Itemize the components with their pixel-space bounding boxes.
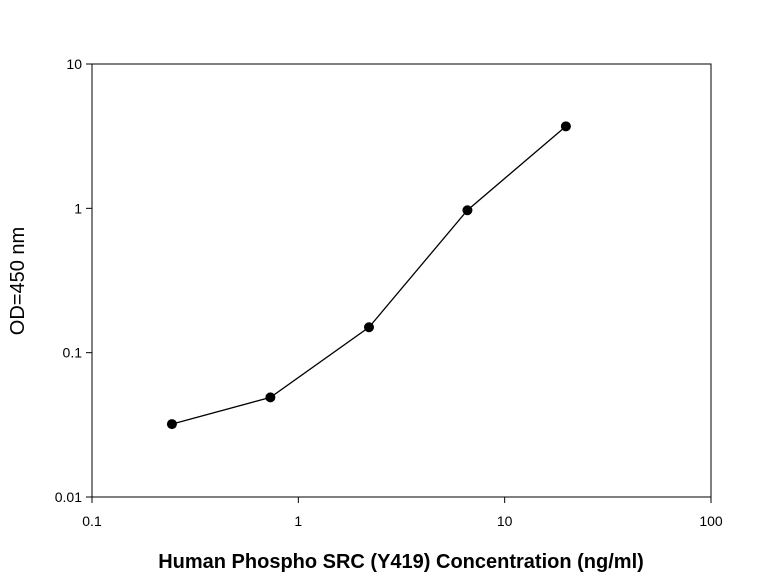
data-point <box>166 419 177 430</box>
data-point <box>560 121 571 132</box>
x-tick-label: 100 <box>699 513 723 529</box>
series-line <box>171 125 567 425</box>
x-tick-label: 0.1 <box>82 513 102 529</box>
x-tick-label: 10 <box>497 513 513 529</box>
x-tick-label: 1 <box>294 513 302 529</box>
x-axis-title: Human Phospho SRC (Y419) Concentration (… <box>158 551 644 573</box>
y-tick-label: 0.01 <box>55 489 82 505</box>
plot-frame <box>91 63 712 498</box>
y-axis-title: OD=450 nm <box>7 227 29 335</box>
data-point <box>265 392 276 403</box>
y-axis-ticks: 0.01 0.1 1 10 <box>55 56 92 505</box>
series-layer <box>166 121 571 430</box>
y-tick-label: 0.1 <box>63 345 83 361</box>
x-axis-ticks: 0.1 1 10 100 <box>82 497 723 529</box>
data-point <box>462 205 473 216</box>
y-tick-label: 1 <box>74 200 82 216</box>
data-point <box>363 322 374 333</box>
y-tick-label: 10 <box>66 56 82 72</box>
